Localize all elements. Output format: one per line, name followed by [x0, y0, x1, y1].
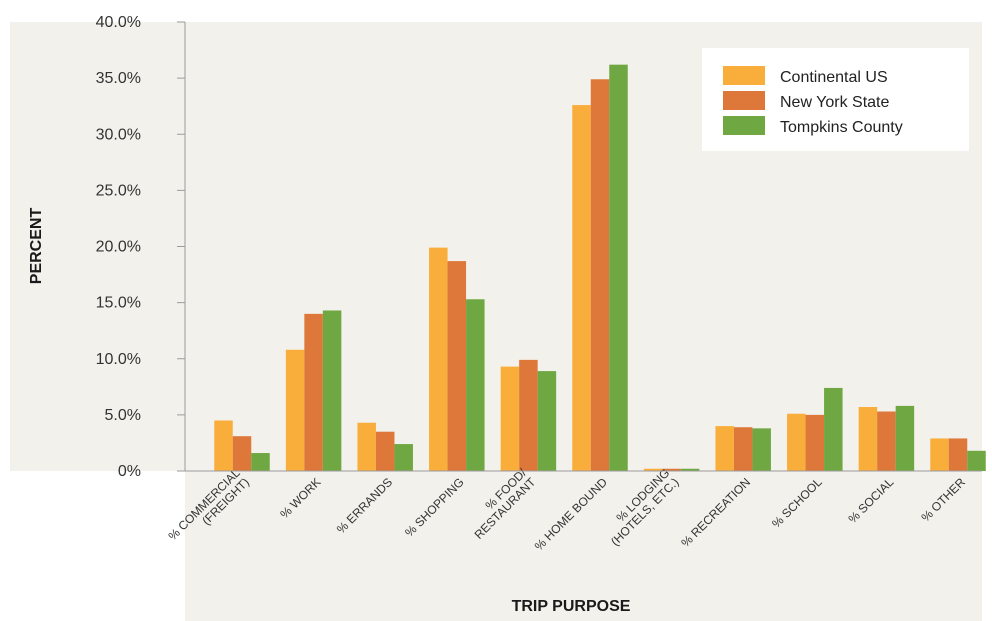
- y-tick-label: 5.0%: [105, 407, 141, 424]
- y-tick-label: 10.0%: [96, 351, 141, 368]
- bar-new-york-state-home-bound: [590, 79, 610, 471]
- bar-tompkins-county-other: [967, 450, 986, 471]
- bar-continental-us-errands: [357, 422, 376, 471]
- bar-new-york-state-other: [948, 438, 968, 471]
- bar-continental-us-work: [285, 349, 305, 471]
- bar-new-york-state-recreation: [733, 427, 753, 471]
- bar-new-york-state-school: [805, 414, 825, 471]
- bar-tompkins-county-errands: [394, 444, 413, 471]
- y-axis-title: PERCENT: [28, 208, 45, 285]
- bar-tompkins-county-food-restaurant: [537, 371, 557, 471]
- legend-swatch-continental-us: [723, 66, 765, 85]
- bar-new-york-state-commercial-freight: [232, 436, 252, 471]
- bar-continental-us-other: [930, 438, 949, 471]
- y-tick-label: 15.0%: [96, 295, 141, 312]
- bar-continental-us-lodging-hotels-etc: [643, 468, 663, 471]
- x-axis-title: TRIP PURPOSE: [512, 598, 631, 615]
- y-tick-label: 0%: [118, 463, 141, 480]
- bar-tompkins-county-lodging-hotels-etc: [680, 468, 700, 471]
- bar-continental-us-commercial-freight: [214, 420, 233, 471]
- y-axis-ticks: 0% 5.0% 10.0% 15.0% 20.0% 25.0% 30.0% 35.0% 40.0…: [96, 14, 185, 480]
- y-tick-label: 35.0%: [96, 70, 141, 87]
- bar-new-york-state-shopping: [447, 261, 467, 471]
- bar-tompkins-county-home-bound: [609, 64, 628, 471]
- legend: Continental US New York State Tompkins C…: [702, 48, 969, 151]
- bar-new-york-state-work: [304, 313, 323, 471]
- bar-continental-us-food-restaurant: [500, 366, 520, 471]
- bar-continental-us-shopping: [429, 247, 448, 471]
- bar-continental-us-social: [858, 407, 878, 471]
- legend-label-tompkins-county: Tompkins County: [780, 119, 903, 136]
- bar-new-york-state-errands: [375, 431, 395, 471]
- bar-continental-us-recreation: [715, 426, 734, 471]
- bar-tompkins-county-work: [322, 310, 342, 471]
- y-axis-panel: [10, 22, 185, 471]
- bar-tompkins-county-recreation: [752, 428, 771, 471]
- bar-new-york-state-food-restaurant: [519, 359, 538, 471]
- legend-swatch-new-york-state: [723, 91, 765, 110]
- y-tick-label: 20.0%: [96, 239, 141, 256]
- bar-continental-us-home-bound: [572, 105, 591, 471]
- bar-tompkins-county-commercial-freight: [251, 453, 270, 471]
- y-tick-label: 40.0%: [96, 14, 141, 31]
- bar-continental-us-school: [787, 413, 806, 471]
- legend-swatch-tompkins-county: [723, 116, 765, 135]
- bar-tompkins-county-social: [895, 405, 915, 471]
- y-tick-label: 30.0%: [96, 126, 141, 143]
- bar-tompkins-county-school: [824, 387, 843, 471]
- y-tick-label: 25.0%: [96, 182, 141, 199]
- bars: [214, 64, 986, 471]
- bar-tompkins-county-shopping: [466, 299, 485, 471]
- legend-label-new-york-state: New York State: [780, 94, 890, 111]
- bar-new-york-state-lodging-hotels-etc: [662, 468, 681, 471]
- legend-label-continental-us: Continental US: [780, 69, 888, 86]
- bar-new-york-state-social: [877, 411, 896, 471]
